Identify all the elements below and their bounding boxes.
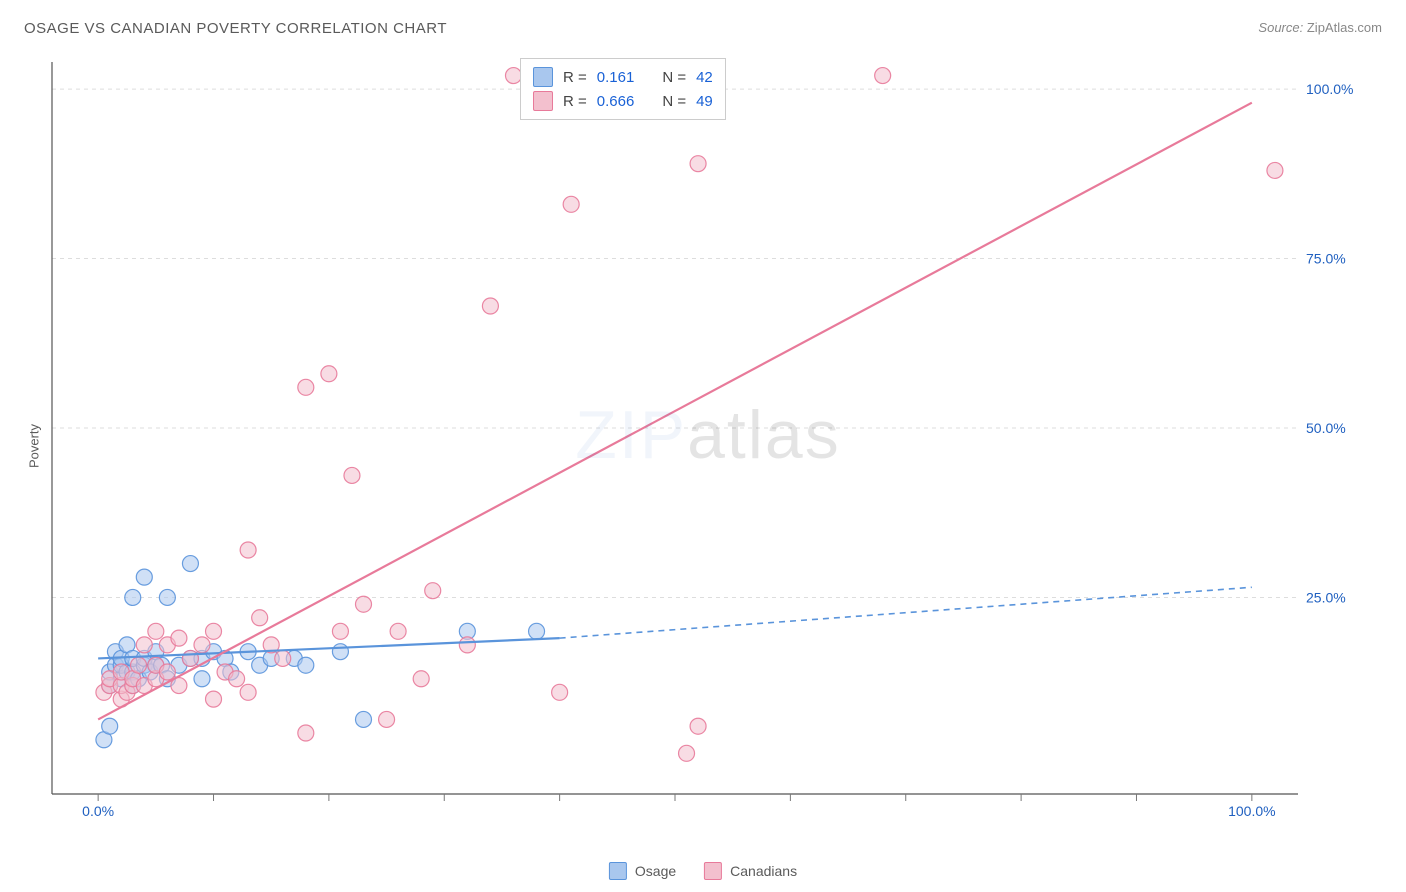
stats-swatch-icon [533, 67, 553, 87]
source-label: Source: [1258, 20, 1303, 35]
scatter-plot-svg: 25.0% 50.0% 75.0% 100.0% 0.0% 100.0% [48, 52, 1368, 818]
source-credit: Source: ZipAtlas.com [1258, 20, 1382, 35]
legend-swatch-icon [704, 862, 722, 880]
legend-swatch-icon [609, 862, 627, 880]
n-value: 49 [696, 93, 713, 110]
n-label: N = [662, 93, 686, 110]
legend-label: Osage [635, 863, 676, 879]
y-axis-label: Poverty [27, 424, 42, 468]
svg-text:0.0%: 0.0% [82, 803, 114, 819]
stats-row: R = 0.666 N = 49 [533, 89, 713, 113]
svg-text:100.0%: 100.0% [1228, 803, 1275, 819]
stats-row: R = 0.161 N = 42 [533, 65, 713, 89]
chart-title: OSAGE VS CANADIAN POVERTY CORRELATION CH… [24, 20, 447, 37]
legend-label: Canadians [730, 863, 797, 879]
r-label: R = [563, 93, 587, 110]
r-value: 0.666 [597, 93, 635, 110]
n-value: 42 [696, 69, 713, 86]
stats-swatch-icon [533, 91, 553, 111]
plot-area: 25.0%50.0%75.0%100.0%0.0%100.0% ZIPatlas [48, 52, 1368, 818]
svg-text:75.0%: 75.0% [1306, 251, 1346, 267]
r-label: R = [563, 69, 587, 86]
r-value: 0.161 [597, 69, 635, 86]
svg-text:25.0%: 25.0% [1306, 589, 1346, 605]
correlation-stats-box: R = 0.161 N = 42 R = 0.666 N = 49 [520, 58, 726, 120]
svg-text:100.0%: 100.0% [1306, 81, 1353, 97]
source-value: ZipAtlas.com [1307, 20, 1382, 35]
legend-item: Canadians [704, 862, 797, 880]
svg-text:50.0%: 50.0% [1306, 420, 1346, 436]
n-label: N = [662, 69, 686, 86]
series-legend: Osage Canadians [609, 862, 797, 880]
legend-item: Osage [609, 862, 676, 880]
